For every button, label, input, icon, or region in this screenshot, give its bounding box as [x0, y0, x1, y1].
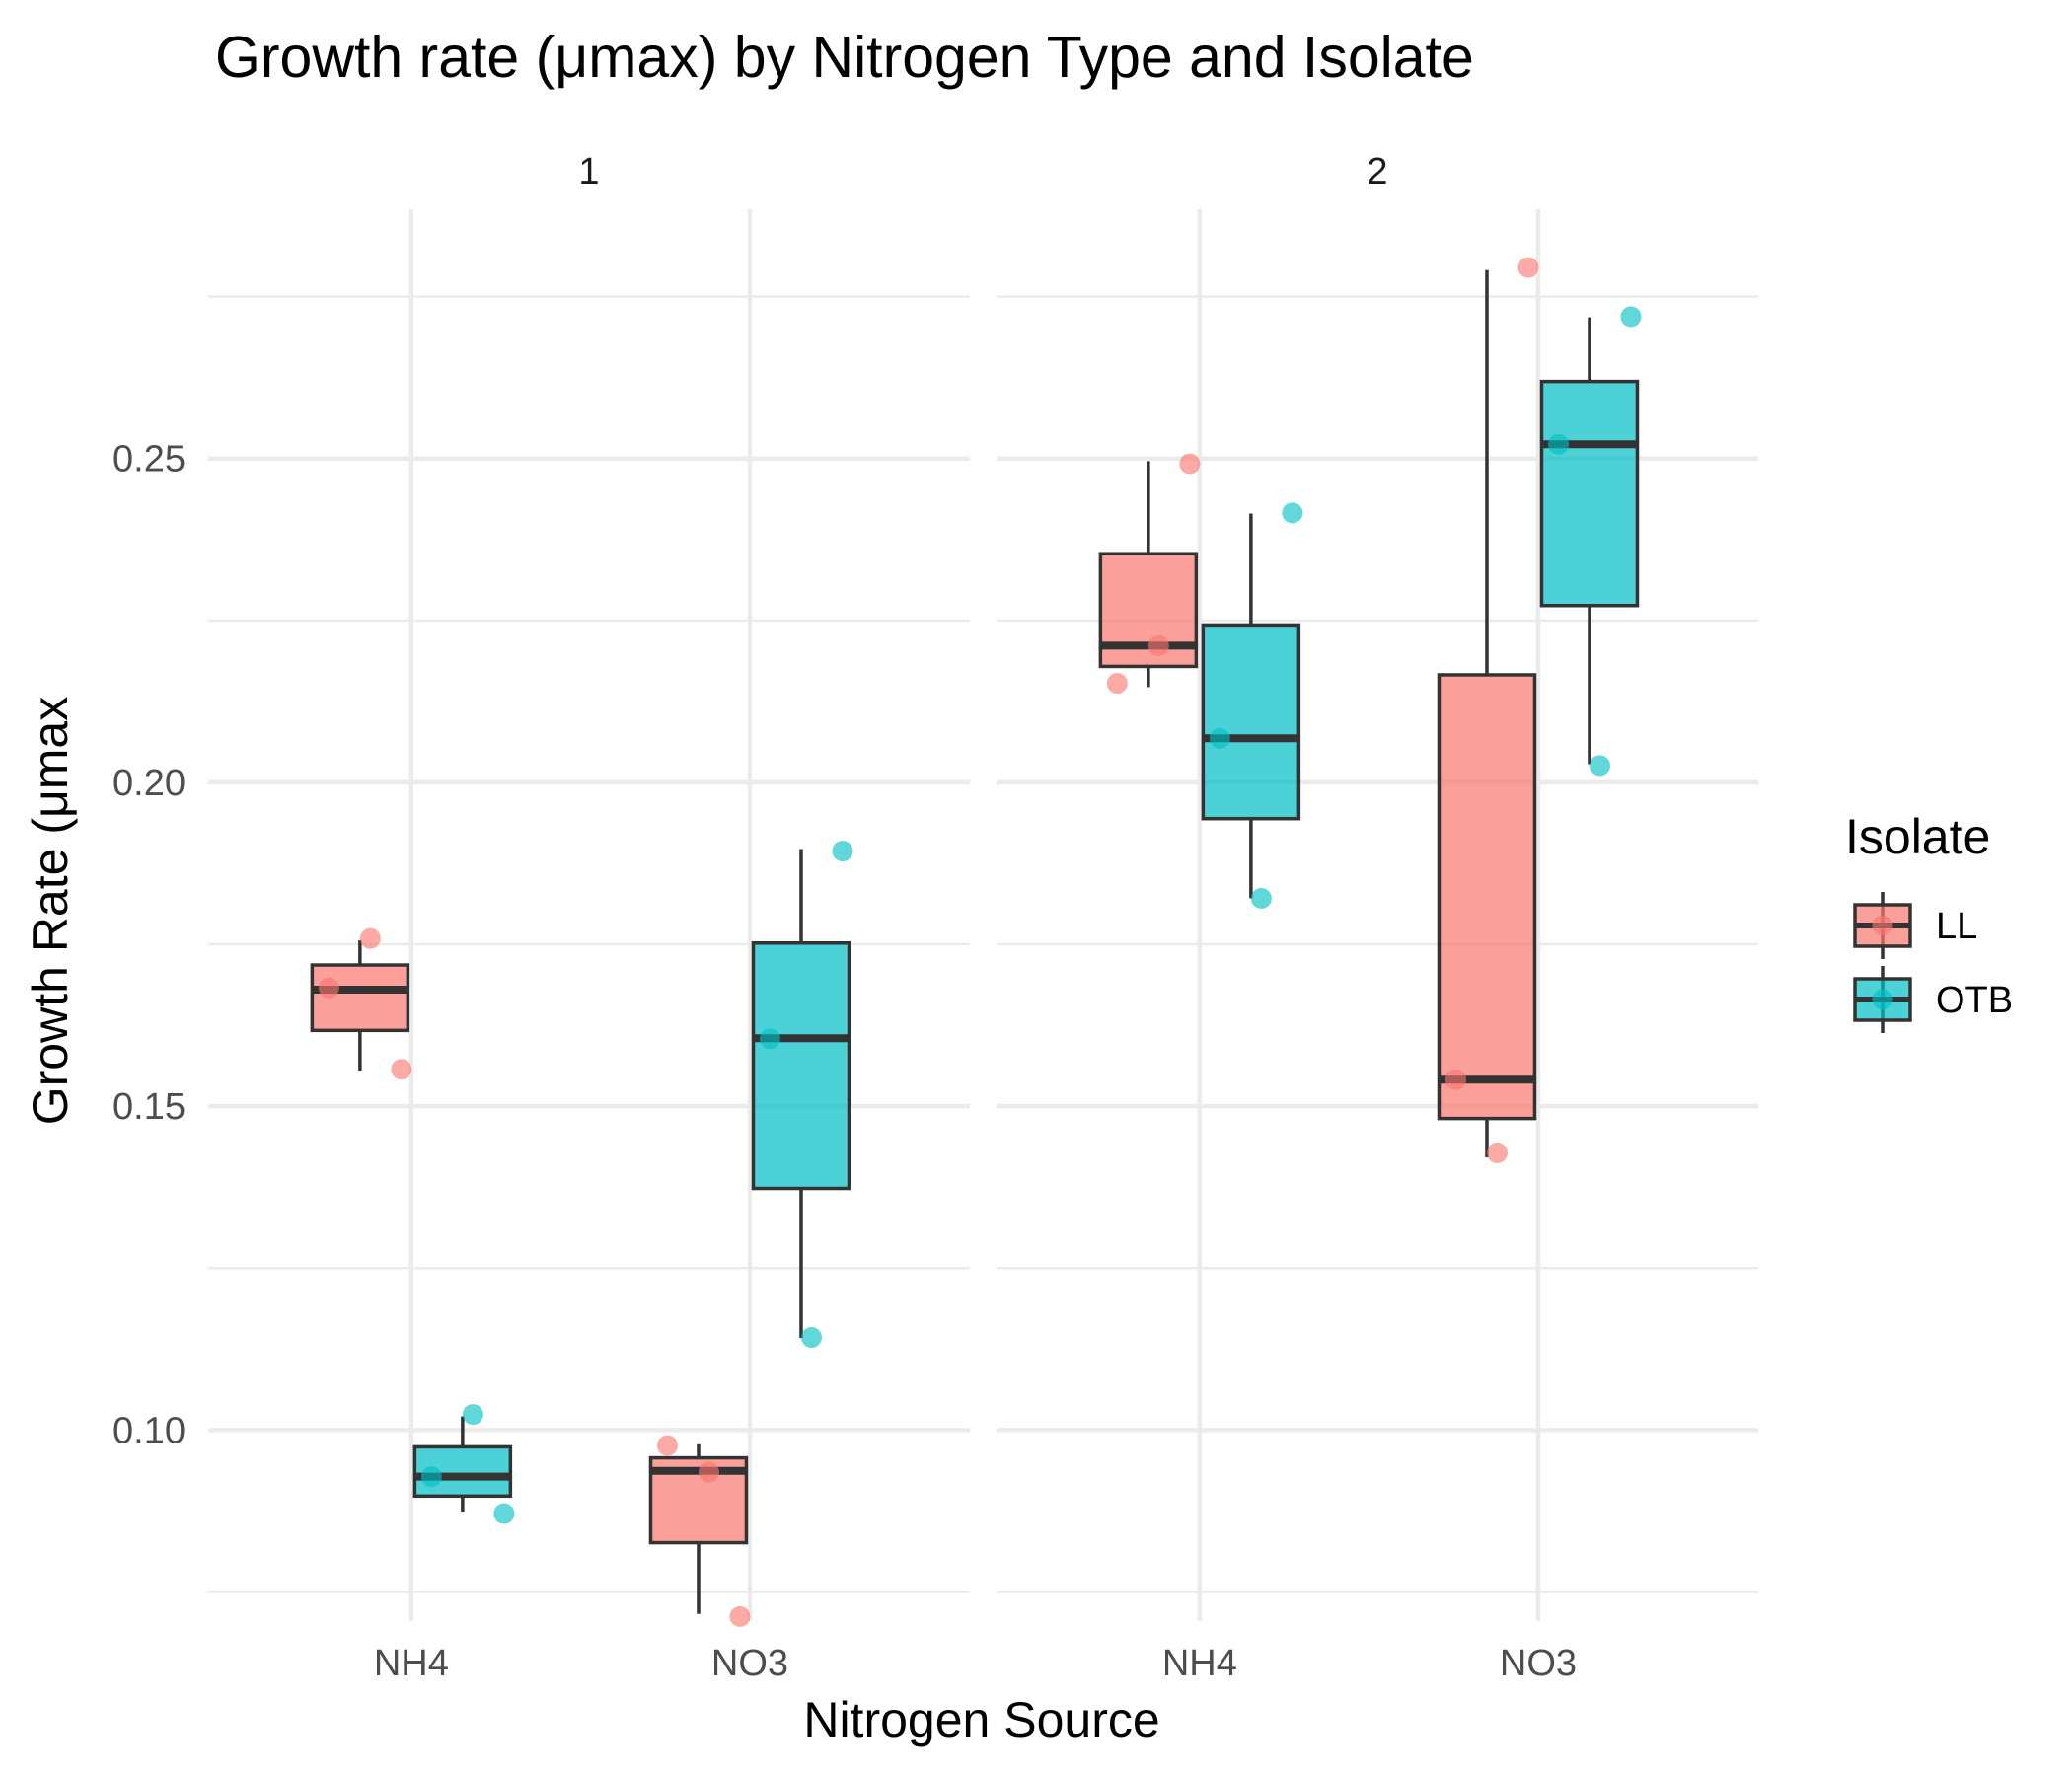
data-point	[1444, 1069, 1466, 1090]
x-axis-title: Nitrogen Source	[803, 1692, 1159, 1747]
box	[751, 940, 851, 1191]
data-point	[1282, 502, 1303, 524]
facet-strip-label: 2	[1367, 151, 1387, 192]
box-group-no3-otb	[1539, 306, 1642, 777]
box-group-nh4-otb	[412, 1404, 515, 1524]
box	[1201, 623, 1301, 821]
data-point	[359, 927, 381, 949]
legend-title: Isolate	[1845, 809, 1990, 864]
data-point	[318, 977, 339, 999]
data-point	[1589, 755, 1610, 777]
box	[1437, 673, 1537, 1121]
data-point	[832, 841, 853, 862]
box-group-nh4-otb	[1201, 502, 1303, 909]
data-point	[1106, 673, 1128, 695]
box-group-no3-otb	[751, 841, 853, 1348]
data-point	[1547, 433, 1569, 455]
data-point	[1147, 634, 1169, 656]
facet-strip-label: 1	[578, 151, 599, 192]
box-group-nh4-ll	[1098, 453, 1201, 695]
x-tick-label: NH4	[374, 1643, 449, 1684]
data-point	[1250, 887, 1272, 909]
legend-key-point	[1872, 989, 1893, 1010]
data-point	[800, 1326, 822, 1348]
x-tick-label: NH4	[1162, 1643, 1237, 1684]
legend-key-otb	[1853, 966, 1912, 1033]
y-tick-label: 0.10	[112, 1410, 185, 1451]
data-point	[729, 1605, 751, 1627]
legend-key-ll	[1853, 892, 1912, 959]
legend-label: OTB	[1936, 980, 2013, 1021]
y-tick-label: 0.25	[112, 439, 185, 481]
data-point	[420, 1466, 442, 1488]
box-group-nh4-ll	[310, 927, 412, 1080]
chart-title: Growth rate (μmax) by Nitrogen Type and …	[215, 25, 1474, 90]
data-point	[1620, 306, 1642, 328]
data-point	[1486, 1142, 1508, 1163]
y-tick-label: 0.20	[112, 763, 185, 804]
data-point	[462, 1404, 483, 1426]
box-group-no3-ll	[1437, 257, 1539, 1163]
data-point	[1179, 453, 1201, 475]
x-tick-label: NO3	[711, 1643, 788, 1684]
data-point	[698, 1461, 719, 1483]
data-point	[656, 1435, 678, 1456]
data-point	[1209, 727, 1230, 749]
box-group-no3-ll	[648, 1435, 751, 1627]
legend-label: LL	[1936, 906, 1977, 947]
data-point	[759, 1028, 780, 1050]
data-point	[391, 1059, 412, 1080]
box	[1539, 379, 1640, 608]
data-point	[1517, 257, 1539, 278]
legend-key-point	[1872, 915, 1893, 936]
y-tick-label: 0.15	[112, 1086, 185, 1128]
x-tick-label: NO3	[1500, 1643, 1577, 1684]
data-point	[493, 1503, 515, 1524]
y-axis-title: Growth Rate (μmax	[23, 697, 78, 1125]
